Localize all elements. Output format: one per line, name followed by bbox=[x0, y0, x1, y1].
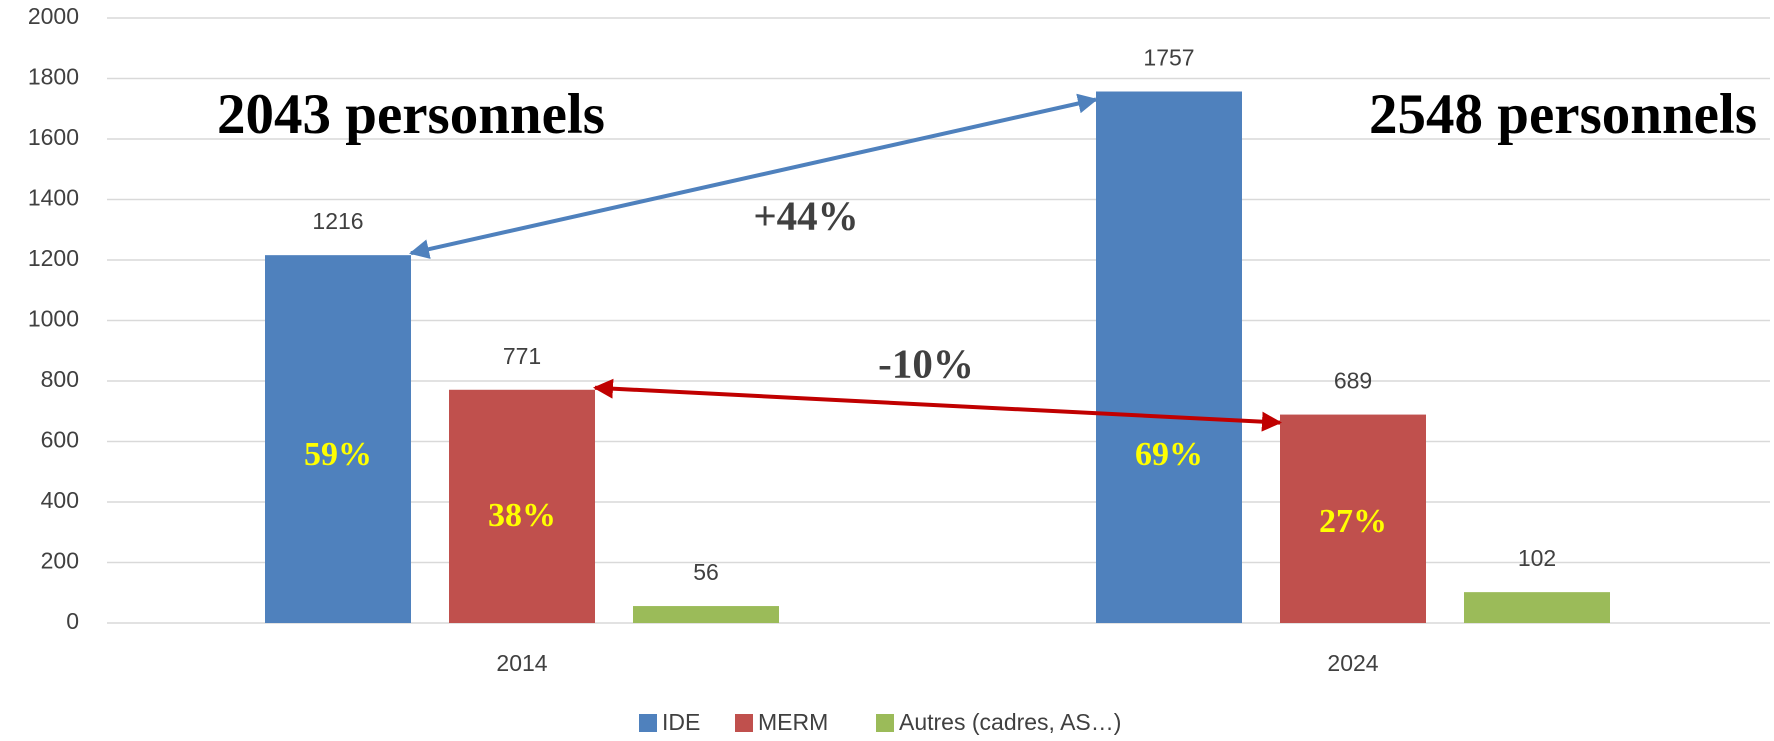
bar bbox=[449, 389, 595, 623]
y-tick-label: 1000 bbox=[28, 306, 79, 332]
value-label: 1216 bbox=[312, 208, 363, 234]
value-label: 771 bbox=[503, 343, 541, 369]
y-tick-label: 1600 bbox=[28, 124, 79, 150]
change-label: -10% bbox=[878, 340, 974, 386]
legend-swatch bbox=[639, 714, 657, 732]
share-label: 27% bbox=[1319, 503, 1387, 540]
legend-label: MERM bbox=[758, 709, 828, 735]
y-tick-label: 1800 bbox=[28, 64, 79, 90]
bar bbox=[1280, 414, 1426, 623]
legend-swatch bbox=[876, 714, 894, 732]
change-label: +44% bbox=[753, 192, 858, 238]
x-tick-label: 2024 bbox=[1327, 650, 1378, 676]
y-tick-label: 1400 bbox=[28, 185, 79, 211]
change-arrow bbox=[409, 93, 1098, 259]
bar bbox=[265, 255, 411, 623]
y-tick-label: 0 bbox=[66, 608, 79, 634]
value-label: 1757 bbox=[1143, 45, 1194, 71]
change-arrow bbox=[593, 378, 1282, 432]
value-label: 56 bbox=[693, 559, 719, 585]
value-label: 689 bbox=[1334, 368, 1372, 394]
y-tick-label: 2000 bbox=[28, 3, 79, 29]
share-label: 69% bbox=[1135, 436, 1203, 473]
y-tick-label: 1200 bbox=[28, 245, 79, 271]
bar bbox=[1464, 592, 1610, 623]
bar bbox=[633, 606, 779, 623]
share-label: 59% bbox=[304, 436, 372, 473]
y-tick-label: 200 bbox=[41, 548, 79, 574]
total-label: 2043 personnels bbox=[217, 83, 605, 146]
legend-swatch bbox=[735, 714, 753, 732]
y-tick-label: 400 bbox=[41, 487, 79, 513]
y-tick-label: 800 bbox=[41, 366, 79, 392]
value-label: 102 bbox=[1518, 545, 1556, 571]
bar bbox=[1096, 91, 1242, 623]
legend-label: IDE bbox=[662, 709, 700, 735]
share-label: 38% bbox=[488, 497, 556, 534]
total-label: 2548 personnels bbox=[1369, 83, 1757, 146]
x-tick-label: 2014 bbox=[496, 650, 547, 676]
legend-label: Autres (cadres, AS…) bbox=[899, 709, 1121, 735]
y-tick-label: 600 bbox=[41, 427, 79, 453]
